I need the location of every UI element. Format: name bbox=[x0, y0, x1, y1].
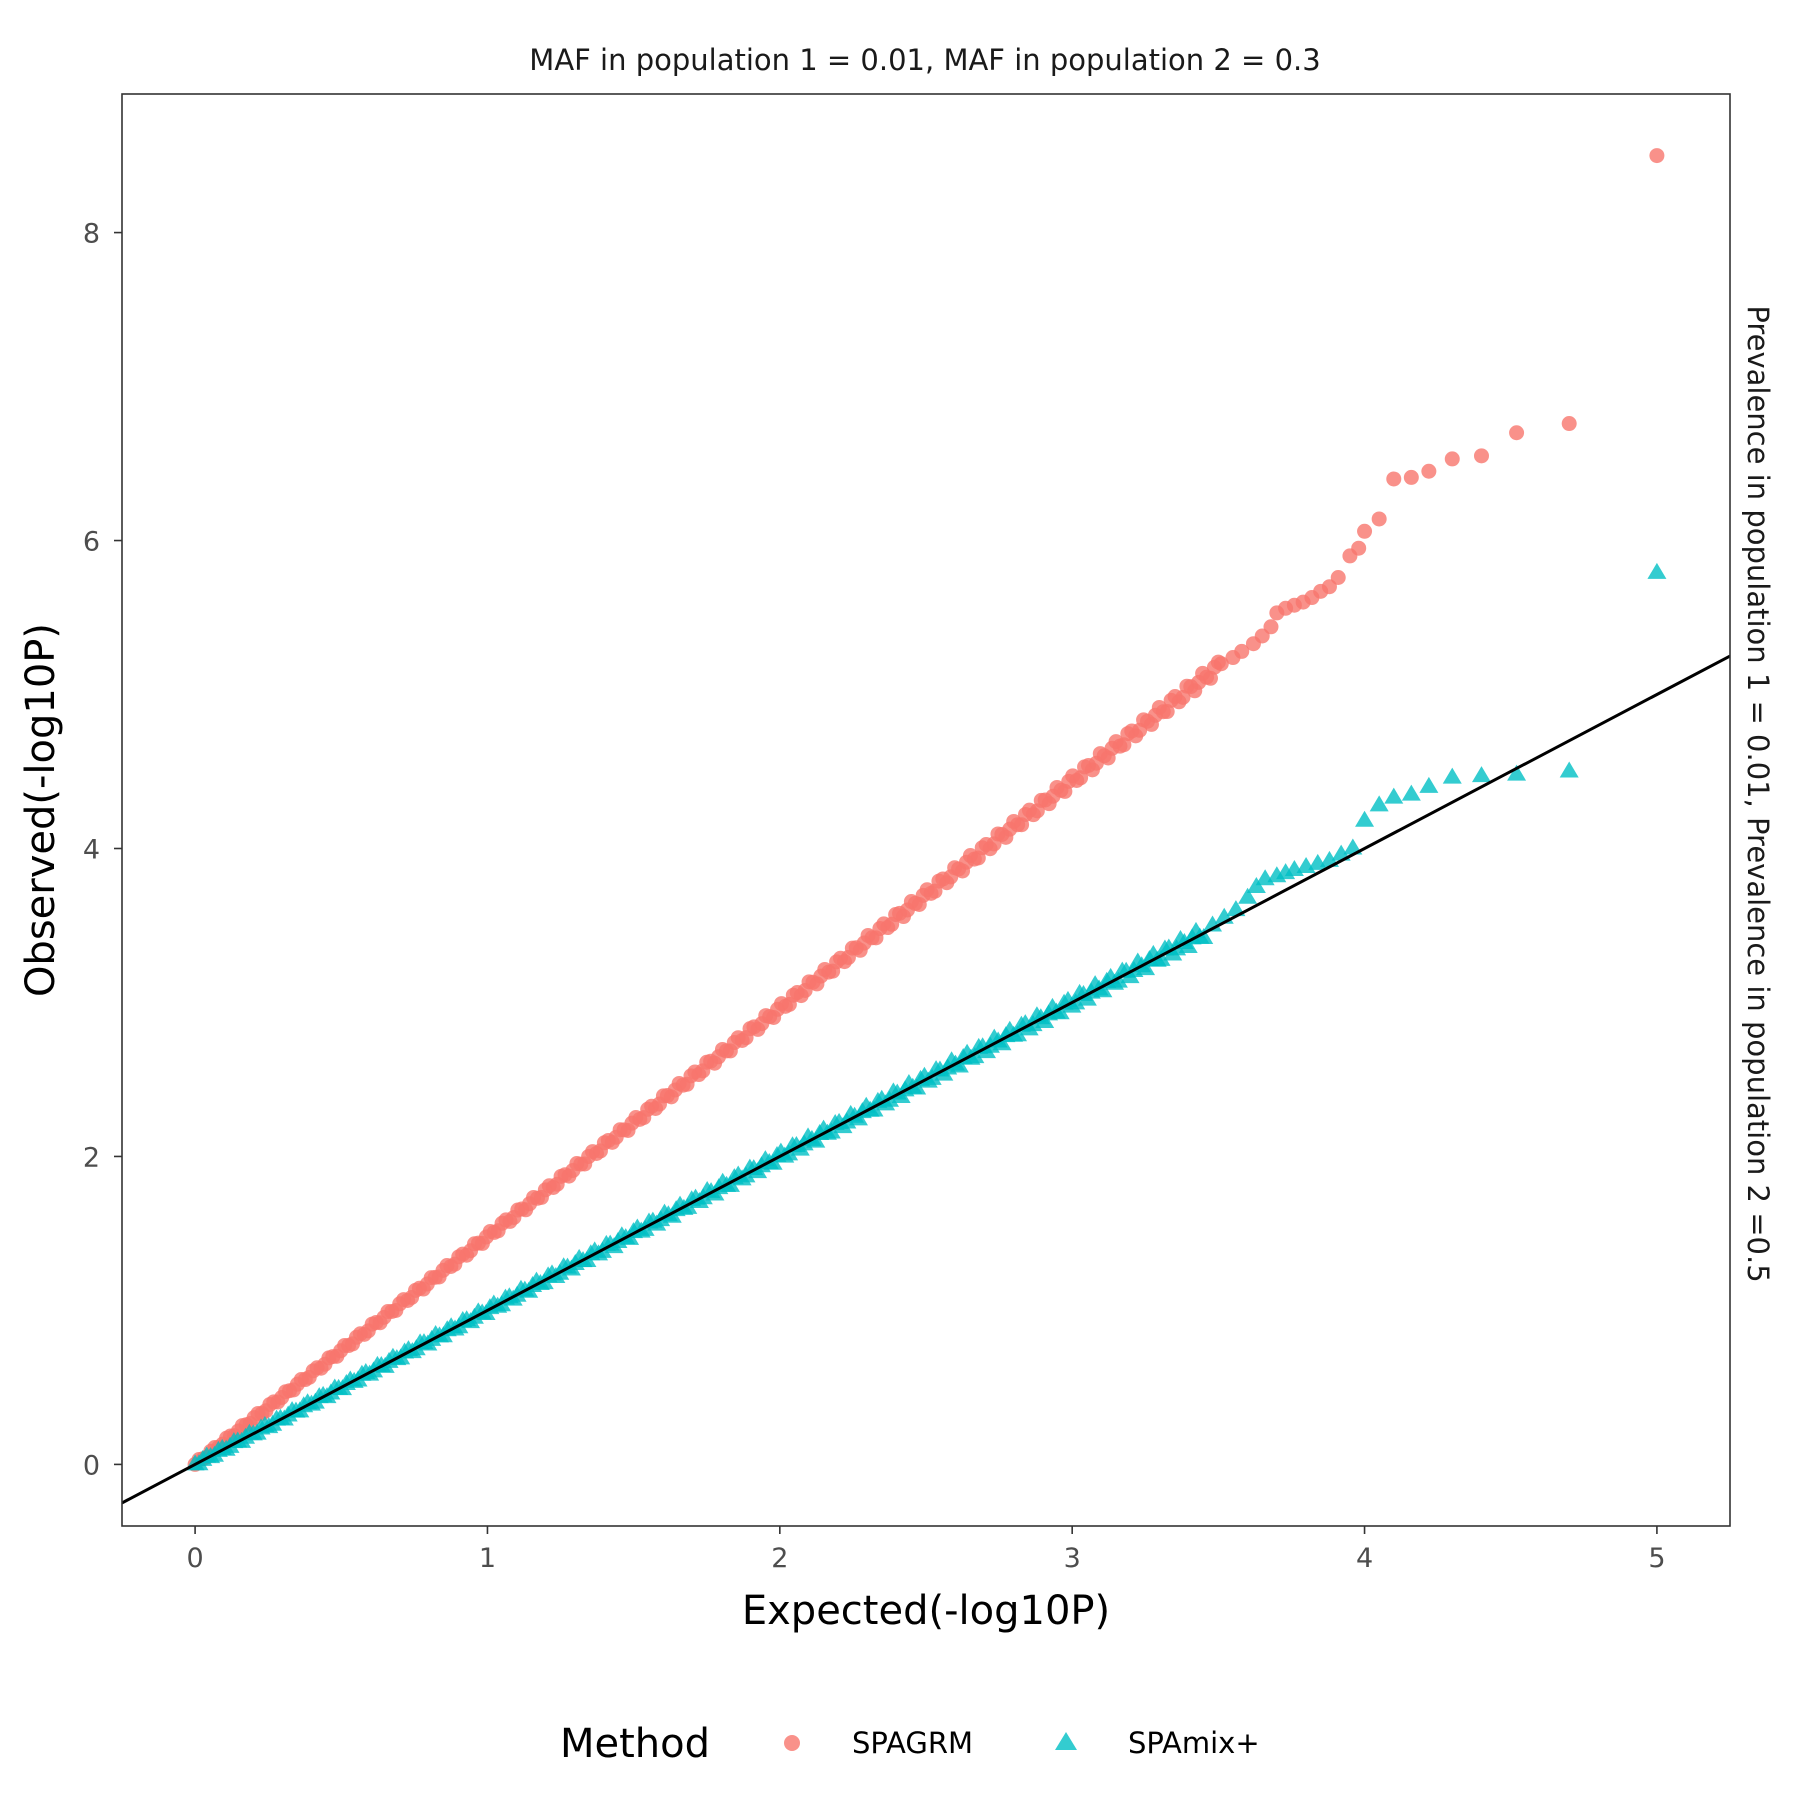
spagrm-point bbox=[1234, 643, 1250, 659]
spamix--point bbox=[1559, 761, 1579, 778]
x-tick-label: 0 bbox=[186, 1543, 203, 1574]
spagrm-point bbox=[1386, 471, 1402, 487]
x-axis-title: Expected(-log10P) bbox=[742, 1588, 1110, 1634]
legend-label-spagrm: SPAGRM bbox=[852, 1726, 973, 1760]
y-axis-title: Observed(-log10P) bbox=[18, 623, 64, 997]
spamix--point bbox=[1369, 795, 1389, 812]
y-tick-label: 0 bbox=[83, 1450, 100, 1481]
legend-title: Method bbox=[560, 1721, 710, 1767]
spamix--point bbox=[1647, 562, 1667, 579]
plot-area bbox=[122, 148, 1730, 1505]
spamix--point bbox=[1471, 766, 1491, 783]
x-tick-label: 4 bbox=[1356, 1543, 1373, 1574]
x-tick-label: 2 bbox=[771, 1543, 788, 1574]
spamix--point bbox=[1238, 887, 1258, 904]
reference-line bbox=[122, 654, 1730, 1505]
spagrm-point bbox=[1561, 416, 1577, 432]
spagrm-point bbox=[1403, 469, 1419, 485]
legend-key-spagrm bbox=[784, 1735, 800, 1751]
spagrm-point bbox=[1473, 448, 1489, 464]
right-strip-label: Prevalence in population 1 = 0.01, Preva… bbox=[1741, 305, 1775, 1282]
spagrm-point bbox=[1371, 511, 1387, 527]
spagrm-point bbox=[1444, 451, 1460, 467]
spamix--point bbox=[1401, 784, 1421, 801]
spamix--point bbox=[1178, 936, 1198, 953]
spagrm-point bbox=[1330, 569, 1346, 585]
panel-border bbox=[121, 93, 1731, 1527]
x-tick-label: 3 bbox=[1064, 1543, 1081, 1574]
legend-key-spamix bbox=[1055, 1732, 1077, 1750]
spamix--point bbox=[1442, 767, 1462, 784]
panel-title: MAF in population 1 = 0.01, MAF in popul… bbox=[529, 43, 1320, 77]
y-tick-label: 8 bbox=[83, 219, 100, 250]
spamix--point bbox=[907, 1078, 927, 1095]
spagrm-point bbox=[1351, 540, 1367, 556]
spamix--point bbox=[1507, 764, 1527, 781]
spagrm-point bbox=[1213, 656, 1229, 672]
y-tick-label: 4 bbox=[83, 834, 100, 865]
spamix--point bbox=[992, 1034, 1012, 1051]
spagrm-point bbox=[1263, 619, 1279, 635]
spagrm-point bbox=[1421, 463, 1437, 479]
spamix--point bbox=[864, 1100, 884, 1117]
spamix--point bbox=[1008, 1025, 1028, 1042]
spagrm-point bbox=[1649, 148, 1665, 164]
x-tick-label: 1 bbox=[479, 1543, 496, 1574]
spamix--point bbox=[1194, 927, 1214, 944]
legend-label-spamix: SPAmix+ bbox=[1128, 1726, 1260, 1760]
spamix--point bbox=[1136, 959, 1156, 976]
spagrm-point bbox=[1509, 425, 1525, 441]
spamix--point bbox=[1355, 810, 1375, 827]
spamix--point bbox=[949, 1056, 969, 1073]
spamix--point bbox=[1093, 981, 1113, 998]
spamix--point bbox=[1151, 949, 1171, 966]
y-tick-label: 6 bbox=[83, 527, 100, 558]
spamix--point bbox=[1419, 776, 1439, 793]
spagrm-point bbox=[1357, 523, 1373, 539]
spamix--point bbox=[1384, 787, 1404, 804]
y-tick-label: 2 bbox=[83, 1142, 100, 1173]
axes: 0 1 2 3 4 5 0 2 4 6 8 bbox=[83, 219, 1666, 1574]
spamix--point bbox=[1050, 1003, 1070, 1020]
x-tick-label: 5 bbox=[1648, 1543, 1665, 1574]
legend: Method SPAGRM SPAmix+ bbox=[560, 1721, 1260, 1767]
